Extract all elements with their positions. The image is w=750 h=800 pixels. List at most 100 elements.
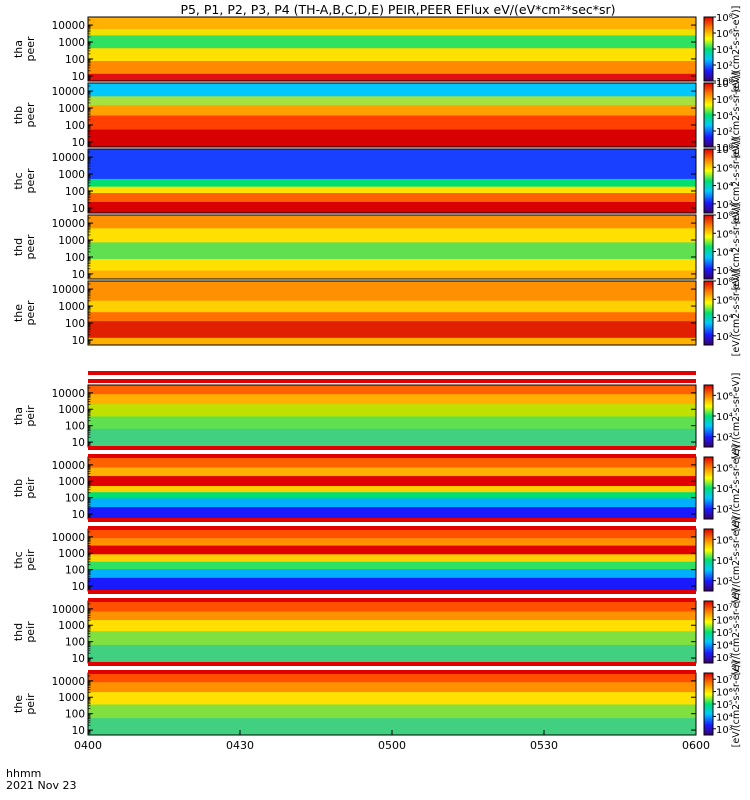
panel-ylabel: thb (12, 479, 25, 497)
y-tick-label: 10000 (52, 86, 85, 98)
colorbar (703, 456, 714, 520)
spectrogram-band (88, 704, 696, 719)
y-tick-label: 100 (65, 120, 85, 132)
colorbar-label: [eV/(cm2-s-sr-eV)] (731, 270, 742, 357)
spectrogram-band (88, 681, 696, 693)
panel-ylabel: thd (12, 238, 25, 256)
panel-thc-peir: 10000 1000 100 10 thc peir 10⁶ 10⁴ 10²[eV/(cm2-s… (12, 517, 742, 604)
y-tick-label: 10000 (52, 460, 85, 472)
colorbar-tick-label: 10⁴ (716, 314, 733, 325)
colorbar-tick-label: 10⁴ (716, 248, 733, 259)
panel-ylabel: the (12, 695, 25, 713)
x-axis-date: 2021 Nov 23 (6, 779, 76, 792)
spectrogram-band (88, 630, 696, 645)
spectrogram-band (88, 337, 696, 346)
colorbar-tick-label: 10² (716, 332, 733, 343)
spectrogram-band (88, 619, 696, 632)
y-tick-label: 10000 (52, 532, 85, 544)
spectrogram-band (88, 673, 696, 683)
colorbar-tick-label: 10⁰ (716, 77, 733, 88)
y-tick-label: 1000 (58, 404, 85, 416)
colorbar-label: [eV/(cm2-s-sr-eV)] (731, 204, 742, 291)
panel-ylabel: peir (24, 405, 37, 427)
spectrogram-band (88, 545, 696, 555)
y-tick-label: 1000 (58, 169, 85, 181)
colorbar-tick-label: 10² (716, 433, 733, 444)
spectrogram-band (88, 258, 696, 271)
colorbar-tick-label: 10⁰ (716, 143, 733, 154)
spectrogram-band (88, 60, 696, 74)
panels: 10000 1000 100 10 tha peer 10⁸ 10⁶ 10⁴ 10² 10⁰ [eV/… (12, 6, 742, 748)
y-tick-label: 10 (72, 203, 85, 215)
spectrogram-band (88, 34, 696, 49)
gap-stripe (88, 594, 696, 598)
spectrogram-band (88, 241, 696, 260)
spectrogram-band (88, 104, 696, 116)
colorbar-tick-label: 10⁸ (716, 79, 733, 90)
panel-ylabel: tha (12, 40, 25, 58)
gap-stripe (88, 670, 696, 674)
panel-ylabel: peer (24, 36, 37, 62)
colorbar-label: [eV/(cm2-s-sr-eV)] (731, 373, 742, 460)
colorbar-tick-label: 10⁶ (716, 229, 733, 240)
gap-stripe (88, 590, 696, 594)
spectrogram-band (88, 115, 696, 130)
spectrogram-band (88, 691, 696, 705)
colorbar-tick-label: 10³ (716, 653, 733, 664)
panel-ylabel: peir (24, 549, 37, 571)
colorbar-tick-label: 10⁴ (716, 45, 733, 56)
colorbar-tick-label: 10⁸ (716, 145, 733, 156)
colorbar-tick-label: 10⁴ (716, 556, 733, 567)
spectrogram-band (88, 270, 696, 280)
spectrogram-band (88, 385, 696, 395)
y-tick-label: 10 (72, 137, 85, 149)
panel-ylabel: thd (12, 623, 25, 641)
y-tick-label: 100 (65, 421, 85, 433)
spectrogram-band (88, 506, 696, 520)
colorbar (703, 672, 714, 736)
gap-stripe (88, 526, 696, 530)
gap-stripe (88, 371, 696, 375)
colorbar-tick-label: 10⁶ (716, 29, 733, 40)
y-tick-label: 10 (72, 335, 85, 347)
colorbar-label: [eV/(cm2-s-sr-eV)] (731, 589, 742, 676)
spectrogram-band (88, 17, 696, 30)
colorbar (703, 16, 714, 82)
colorbar (703, 148, 714, 214)
spectrogram-band (88, 561, 696, 570)
x-axis-label: hhmm (6, 767, 41, 780)
spectrogram-band (88, 553, 696, 562)
spectrogram-band (88, 186, 696, 194)
y-tick-label: 1000 (58, 548, 85, 560)
y-tick-label: 100 (65, 318, 85, 330)
y-tick-label: 10000 (52, 676, 85, 688)
colorbar-tick-label: 10⁴ (716, 712, 733, 723)
y-tick-label: 1000 (58, 301, 85, 313)
colorbar-tick-label: 10⁸ (716, 211, 733, 222)
spectrogram-band (88, 178, 696, 187)
spectrogram-band (88, 601, 696, 612)
gap-stripe (88, 454, 696, 458)
colorbar-tick-label: 10⁵ (716, 628, 733, 639)
y-tick-label: 10 (72, 71, 85, 83)
spectrogram-band (88, 416, 696, 429)
colorbar (703, 600, 714, 664)
panel-thd-peer: 10000 1000 100 10 thd peer 10⁸ 10⁶ 10⁴ 10²[eV/(cm… (12, 204, 742, 291)
y-tick-label: 100 (65, 252, 85, 264)
y-tick-label: 1000 (58, 476, 85, 488)
panel-ylabel: thb (12, 106, 25, 124)
gap-stripe (88, 446, 696, 450)
spectrogram-band (88, 537, 696, 546)
x-tick-label: 0530 (530, 739, 558, 752)
y-tick-label: 1000 (58, 692, 85, 704)
panel-ylabel: thc (12, 172, 25, 189)
gap-stripe (88, 379, 696, 383)
spectrogram-band (88, 95, 696, 106)
x-tick-label: 0600 (682, 739, 710, 752)
y-tick-label: 10000 (52, 388, 85, 400)
panel-ylabel: peir (24, 693, 37, 715)
colorbar-tick-label: 10⁴ (716, 111, 733, 122)
colorbar-tick-label: 10² (716, 61, 733, 72)
